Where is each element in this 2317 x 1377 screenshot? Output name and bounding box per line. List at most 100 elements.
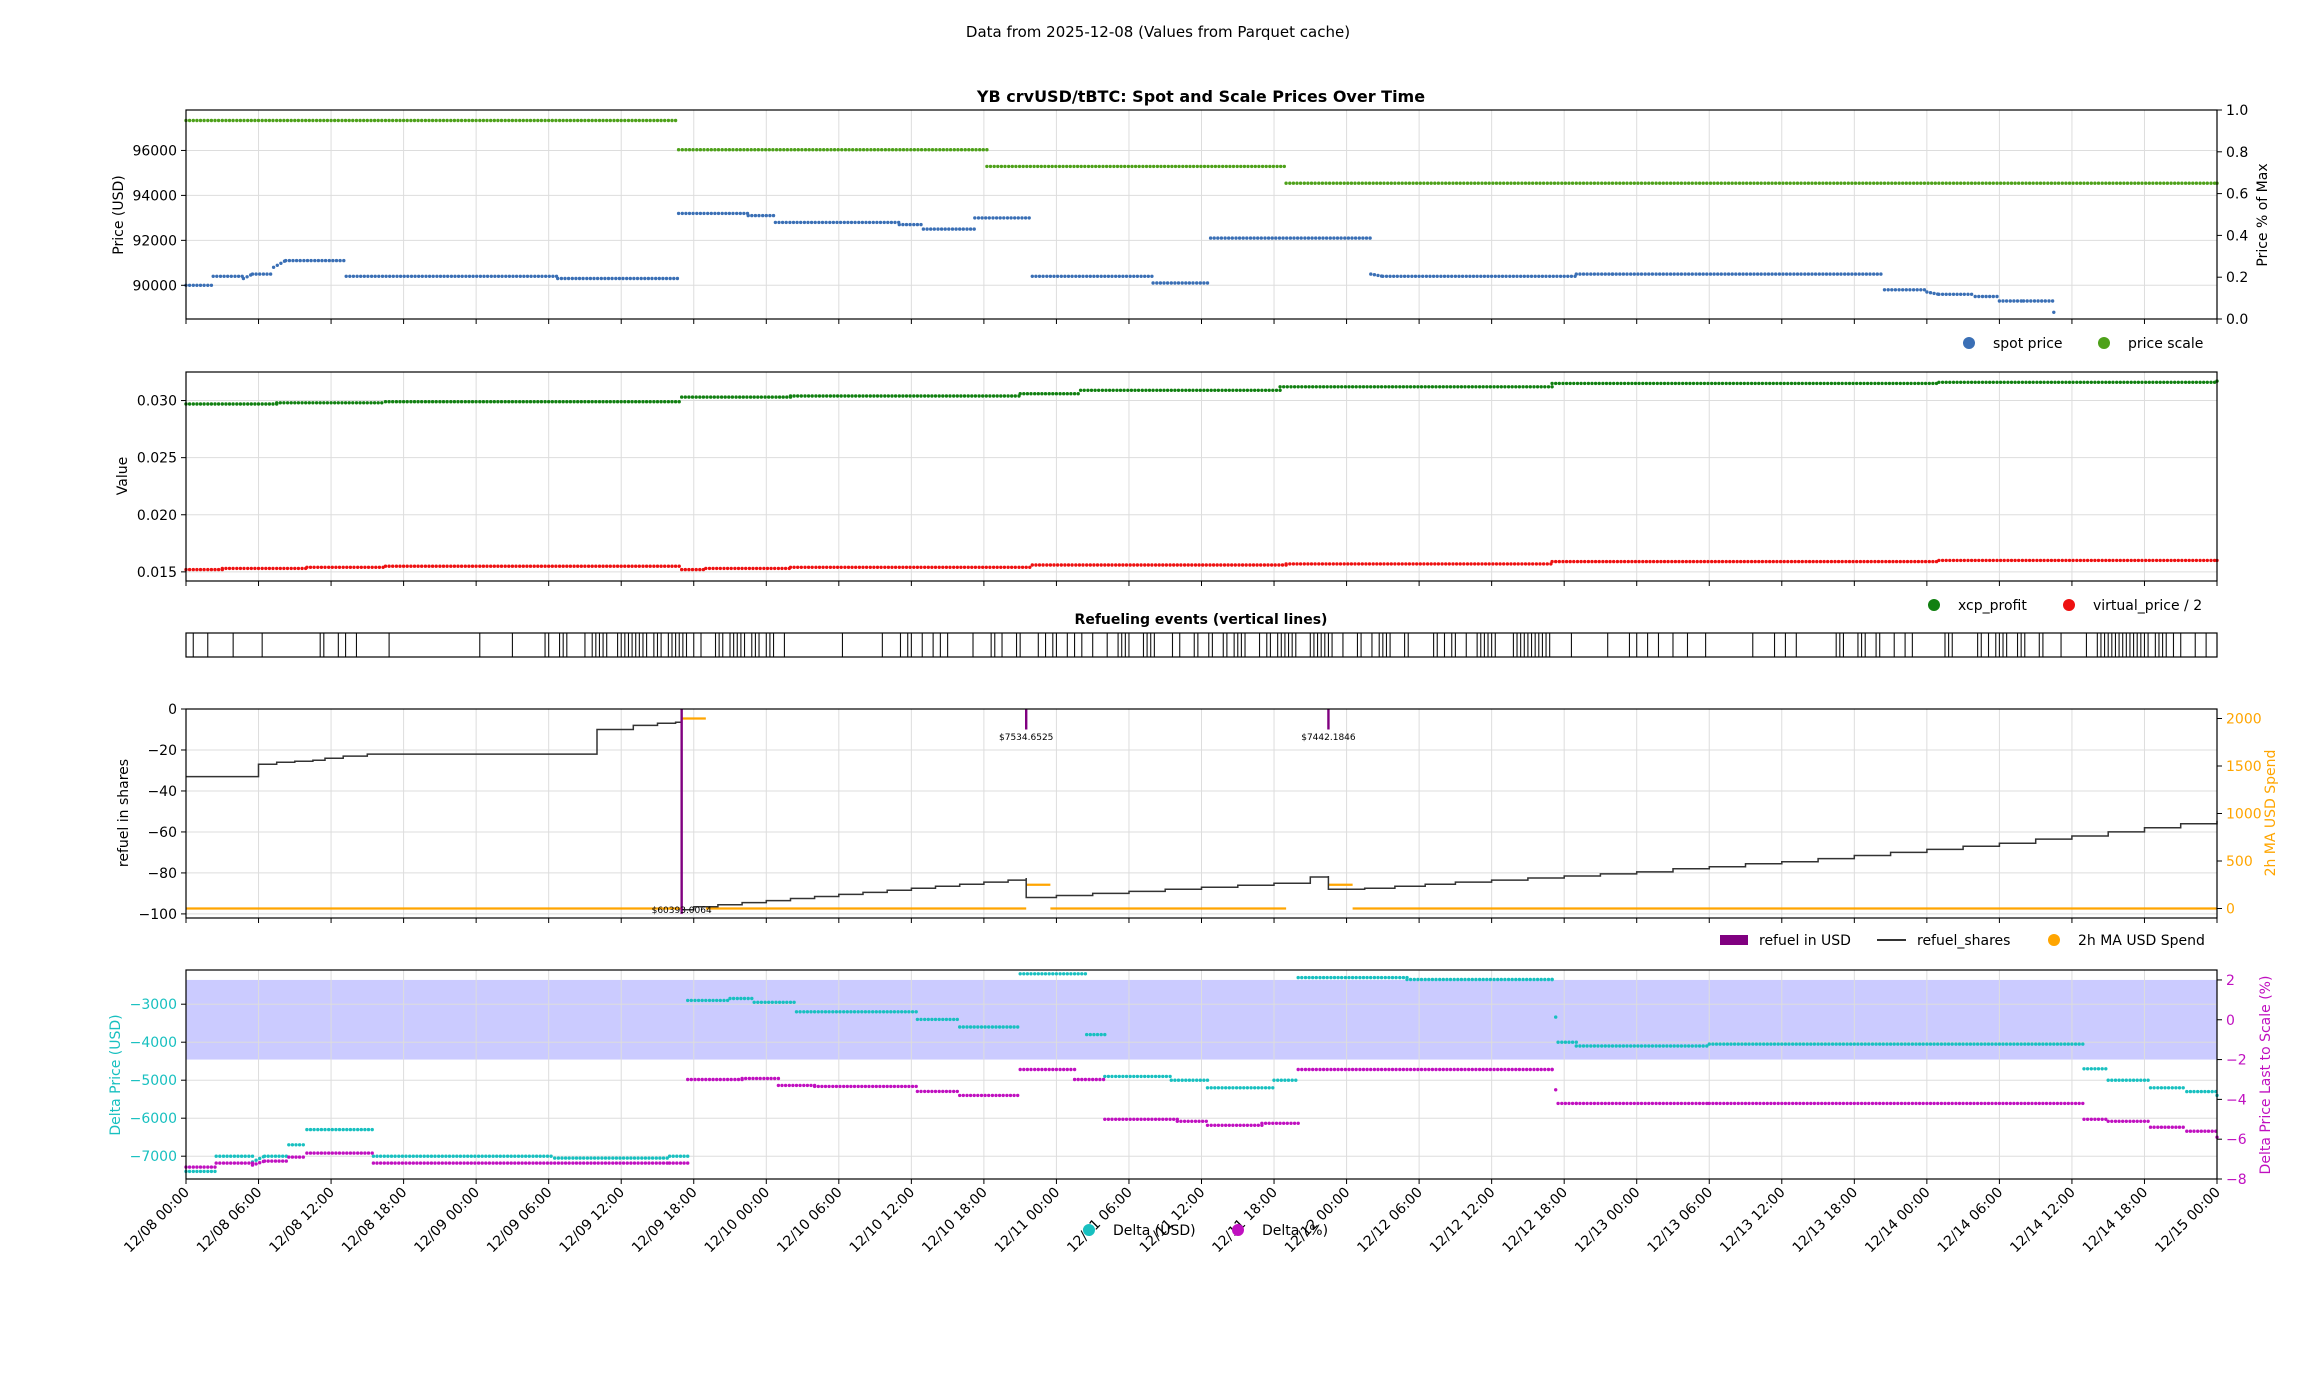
- delta-pct-point: [1143, 1117, 1147, 1122]
- delta-usd-point: [2159, 1086, 2164, 1090]
- spot-price-point: [1464, 274, 1469, 278]
- price-scale-point: [1425, 181, 1430, 185]
- virtual-price-point: [2111, 558, 2115, 563]
- virtual-price-point: [1048, 563, 1053, 567]
- price-scale-point: [481, 118, 486, 123]
- virtual-price-point: [2071, 558, 2075, 563]
- spot-price-point: [1248, 236, 1253, 240]
- spot-price-point: [2001, 299, 2005, 303]
- price-scale-point: [2104, 181, 2108, 185]
- virtual-price-point: [1074, 563, 1078, 567]
- xcp-profit-point: [777, 395, 782, 399]
- delta-pct-point: [1658, 1101, 1662, 1106]
- xcp-profit-point: [1593, 381, 1598, 386]
- virtual-price-point: [2136, 558, 2141, 563]
- delta-usd-point: [1036, 972, 1041, 976]
- delta-usd-point: [495, 1154, 499, 1158]
- virtual-price-point: [1531, 562, 1535, 566]
- spot-price-point: [1453, 274, 1458, 278]
- xcp-profit-point: [730, 395, 735, 399]
- virtual-price-point: [2104, 558, 2108, 563]
- virtual-price-point: [1966, 558, 1970, 563]
- virtual-price-point: [601, 564, 605, 568]
- delta-usd-point: [484, 1154, 488, 1158]
- xcp-profit-point: [1147, 388, 1152, 392]
- virtual-price-point: [579, 564, 583, 568]
- xcp-profit-point: [981, 394, 985, 398]
- delta-usd-point: [700, 998, 704, 1003]
- delta-pct-point: [686, 1077, 690, 1082]
- xcp-profit-point: [275, 401, 279, 405]
- delta-usd-point: [910, 1010, 915, 1014]
- spot-price-point: [585, 276, 589, 281]
- xcp-profit-point: [1097, 388, 1101, 392]
- delta-usd-point: [1303, 975, 1308, 980]
- delta-usd-point: [254, 1158, 258, 1162]
- price-scale-point: [967, 148, 971, 152]
- price-scale-point: [1723, 181, 1727, 185]
- spot-price-point: [1687, 272, 1691, 276]
- xcp-profit-point: [503, 400, 507, 404]
- virtual-price-point: [1880, 559, 1884, 564]
- spot-price-point: [1716, 272, 1720, 276]
- price-scale-point: [427, 118, 431, 123]
- price-scale-point: [619, 118, 623, 123]
- virtual-price-point: [843, 565, 847, 569]
- delta-pct-point: [1242, 1123, 1246, 1128]
- xcp-profit-point: [1829, 381, 1834, 386]
- delta-pct-point: [1636, 1101, 1640, 1106]
- price-scale-point: [1741, 181, 1745, 185]
- spot-price-point: [1256, 236, 1260, 240]
- price-scale-point: [1393, 181, 1397, 185]
- delta-usd-point: [1546, 977, 1551, 982]
- spot-price-point: [1288, 236, 1293, 240]
- price-scale-point: [840, 148, 844, 152]
- spot-price-point: [226, 274, 230, 278]
- price-scale-point: [630, 118, 634, 123]
- price-scale-point: [2212, 181, 2217, 185]
- delta-pct-point: [1434, 1067, 1438, 1072]
- delta-usd-point: [1369, 975, 1373, 980]
- delta-pct-point: [689, 1077, 693, 1082]
- spot-price-point: [1406, 274, 1410, 278]
- delta-pct-point: [1972, 1101, 1976, 1106]
- price-scale-point: [807, 148, 811, 152]
- delta-usd-point: [1438, 977, 1442, 982]
- delta-pct-point: [1110, 1117, 1114, 1122]
- xcp-profit-point: [2205, 380, 2209, 384]
- spot-price-point: [657, 276, 661, 281]
- delta-pct-point: [386, 1161, 390, 1165]
- delta-pct-point: [1654, 1101, 1658, 1106]
- virtual-price-point: [1995, 558, 1999, 563]
- delta-pct-point: [1932, 1101, 1936, 1106]
- spot-price-point: [939, 227, 944, 231]
- spot-price-point: [886, 220, 890, 225]
- xcp-profit-point: [1800, 381, 1805, 386]
- xcp-profit-point: [423, 400, 428, 404]
- delta-usd-point: [592, 1156, 597, 1160]
- spot-price-point: [1969, 292, 1974, 296]
- xcp-profit-point: [1405, 385, 1409, 389]
- virtual-price-point: [1898, 559, 1903, 564]
- price-scale-point: [731, 148, 735, 152]
- panel4-marks: [186, 709, 2218, 914]
- delta-pct-point: [1390, 1067, 1395, 1072]
- delta-usd-point: [1139, 1074, 1143, 1079]
- delta-pct-point: [1263, 1121, 1268, 1126]
- spot-price-point: [817, 220, 821, 225]
- virtual-price-point: [1226, 563, 1230, 567]
- delta-pct-point: [262, 1159, 267, 1163]
- xcp-profit-point: [2125, 380, 2130, 384]
- xcp-profit-point: [1263, 388, 1268, 392]
- price-scale-point: [909, 148, 913, 152]
- price-scale-point: [1857, 181, 1861, 185]
- spot-price-point: [1701, 272, 1705, 276]
- spot-price-point: [824, 220, 828, 225]
- virtual-price-point: [1280, 563, 1285, 567]
- xcp-profit-point: [605, 400, 609, 404]
- virtual-price-point: [1724, 559, 1728, 564]
- spot-price-point: [1343, 236, 1347, 240]
- delta-usd-point: [458, 1154, 463, 1158]
- delta-usd-point: [1834, 1042, 1838, 1046]
- delta-pct-point: [1072, 1067, 1077, 1072]
